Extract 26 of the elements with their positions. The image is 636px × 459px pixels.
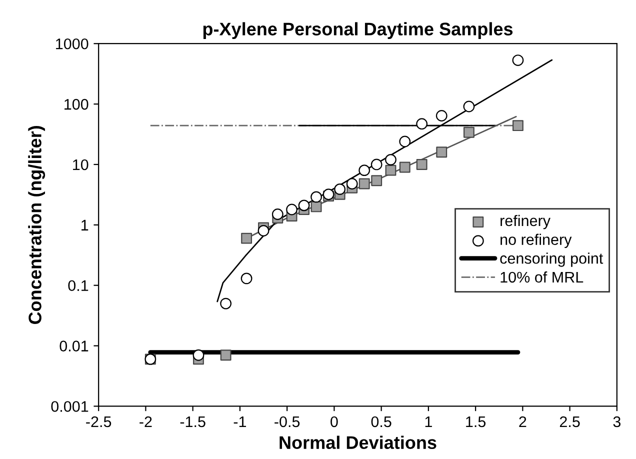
y-tick-label: 1 [82,220,88,230]
y-tick-label: 100 [64,98,88,110]
y-axis-title: Concentration (ng/liter) [28,126,46,324]
x-tick-label: -2 [140,416,152,428]
x-tick-label: 2 [519,416,526,428]
x-axis-title: Normal Deviations [280,436,436,449]
legend-label: no refinery [500,234,572,248]
x-tick-label: -2.5 [86,416,112,428]
y-tick-label: 0.001 [51,401,88,412]
y-tick-label: 0.1 [68,280,88,292]
x-tick-label: 1 [425,416,432,428]
y-tick-label: 10 [73,159,88,170]
x-tick-label: 3 [613,416,620,428]
x-tick-label: 0.5 [371,416,392,428]
x-tick-label: -1.5 [180,416,206,428]
y-tick-label: 0.01 [60,340,88,352]
legend-label: censoring point [500,252,604,267]
x-tick-label: 1.5 [466,416,486,428]
x-tick-label: 0 [330,416,338,428]
chart-title: p-Xylene Personal Daytime Samples [203,22,513,40]
legend-label: refinery [500,214,550,230]
y-tick-label: 1000 [56,38,88,50]
x-tick-label: 2.5 [560,416,580,428]
x-tick-label: -1 [234,416,246,428]
legend-label: 10% of MRL [500,271,584,283]
x-tick-label: -0.5 [274,416,300,428]
